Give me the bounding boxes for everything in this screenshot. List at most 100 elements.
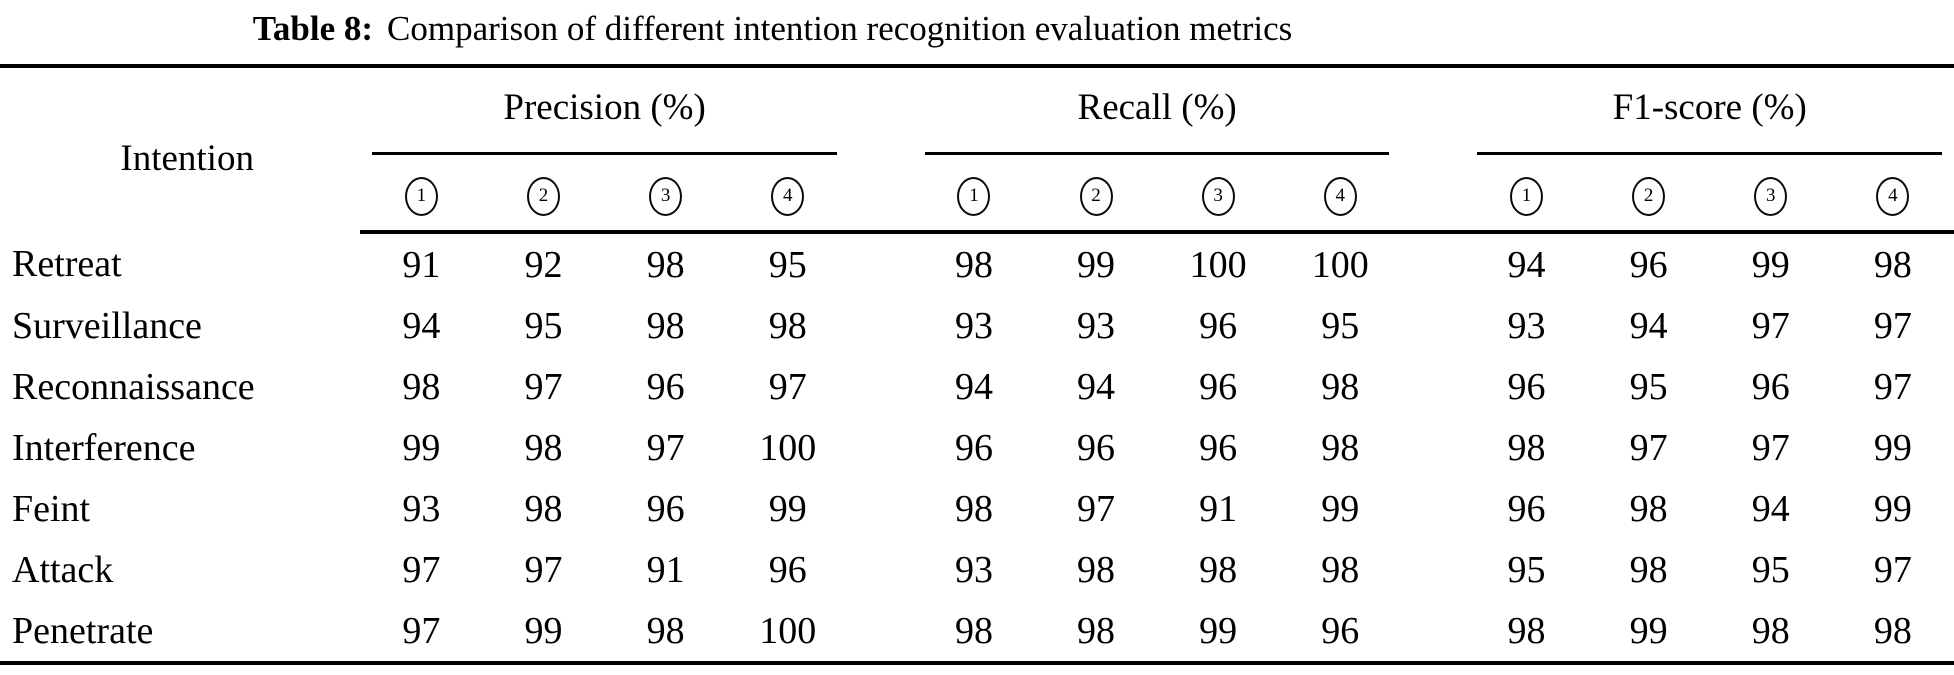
precision-rule (372, 151, 837, 155)
row-label: Retreat (12, 242, 122, 285)
column-gap (1401, 478, 1465, 539)
cell-precision-4: 100 (759, 426, 817, 469)
cell-recall-3: 98 (1199, 548, 1238, 591)
cell-precision-3: 91 (646, 548, 685, 591)
circled-1-icon: 1 (404, 177, 438, 216)
column-gap (849, 539, 913, 600)
cell-precision-3: 98 (646, 243, 685, 286)
table-row-penetrate: Penetrate 97 99 98 100 98 98 99 96 98 99… (0, 600, 1954, 663)
row-label: Feint (12, 487, 91, 530)
cell-precision-4: 99 (768, 487, 807, 530)
cell-recall-3: 100 (1189, 243, 1247, 286)
cell-precision-2: 95 (524, 304, 563, 347)
cell-recall-2: 98 (1077, 548, 1116, 591)
row-label: Penetrate (12, 609, 154, 652)
group-header-row: Intention Precision (%) Recall (%) F1-sc… (0, 66, 1954, 179)
circled-2-icon: 2 (527, 177, 560, 216)
cell-f1-3: 97 (1751, 304, 1790, 347)
cell-recall-4: 98 (1321, 548, 1360, 591)
cell-f1-3: 96 (1751, 365, 1790, 408)
cell-f1-1: 98 (1507, 609, 1546, 652)
cell-f1-4: 97 (1873, 304, 1912, 347)
cell-recall-1: 96 (954, 426, 993, 469)
table-caption: Table 8: Comparison of different intentio… (0, 4, 1545, 53)
cell-precision-4: 100 (759, 609, 817, 652)
cell-precision-4: 97 (768, 365, 807, 408)
cell-recall-3: 99 (1199, 609, 1238, 652)
cell-f1-1: 98 (1507, 426, 1546, 469)
cell-f1-2: 98 (1629, 487, 1668, 530)
cell-precision-3: 96 (646, 365, 685, 408)
table-row-retreat: Retreat 91 92 98 95 98 99 100 100 94 96 … (0, 232, 1954, 295)
cell-recall-2: 94 (1077, 365, 1116, 408)
cell-precision-1: 93 (402, 487, 441, 530)
cell-f1-1: 94 (1507, 243, 1546, 286)
cell-recall-2: 97 (1077, 487, 1116, 530)
cell-f1-3: 98 (1751, 609, 1790, 652)
cell-f1-1: 96 (1507, 365, 1546, 408)
circled-4-icon: 4 (1876, 177, 1910, 216)
table-row-reconnaissance: Reconnaissance 98 97 96 97 94 94 96 98 9… (0, 356, 1954, 417)
table-row-feint: Feint 93 98 96 99 98 97 91 99 96 98 94 9… (0, 478, 1954, 539)
cell-recall-2: 98 (1077, 609, 1116, 652)
cell-recall-4: 98 (1321, 365, 1360, 408)
circled-1-icon: 1 (957, 177, 991, 216)
circled-3-icon: 3 (649, 177, 683, 216)
column-gap (1401, 600, 1465, 663)
cell-recall-1: 93 (954, 548, 993, 591)
circled-2-icon: 2 (1632, 177, 1666, 216)
cell-precision-2: 97 (524, 548, 563, 591)
row-label: Surveillance (12, 304, 202, 347)
cell-f1-1: 96 (1507, 487, 1546, 530)
cell-recall-1: 98 (954, 243, 993, 286)
table-row-attack: Attack 97 97 91 96 93 98 98 98 95 98 95 … (0, 539, 1954, 600)
table-caption-number: Table 8: (252, 9, 374, 48)
circled-3-icon: 3 (1201, 177, 1235, 216)
column-gap (849, 417, 913, 478)
group-header-f1: F1-score (%) (1612, 86, 1807, 128)
cell-f1-1: 95 (1507, 548, 1546, 591)
cell-f1-3: 95 (1751, 548, 1790, 591)
recall-rule (924, 151, 1390, 155)
cell-precision-2: 98 (524, 487, 563, 530)
group-header-precision: Precision (%) (503, 86, 706, 128)
cell-precision-1: 98 (402, 365, 441, 408)
cell-recall-2: 96 (1077, 426, 1116, 469)
circled-4-icon: 4 (771, 177, 805, 216)
column-gap (1401, 417, 1465, 478)
row-label: Attack (12, 548, 114, 591)
cell-recall-1: 93 (954, 304, 993, 347)
table-row-interference: Interference 99 98 97 100 96 96 96 98 98… (0, 417, 1954, 478)
circled-2-icon: 2 (1079, 177, 1113, 216)
cell-precision-4: 95 (768, 243, 807, 286)
cell-f1-2: 98 (1629, 548, 1668, 591)
cell-precision-4: 98 (768, 304, 807, 347)
cell-recall-4: 100 (1311, 243, 1369, 286)
cell-precision-3: 98 (646, 304, 685, 347)
cell-f1-4: 97 (1873, 548, 1912, 591)
cell-f1-2: 94 (1629, 304, 1668, 347)
cell-precision-1: 99 (402, 426, 441, 469)
cell-recall-3: 96 (1199, 426, 1238, 469)
cell-precision-4: 96 (768, 548, 807, 591)
cell-f1-1: 93 (1507, 304, 1546, 347)
column-gap (1401, 356, 1465, 417)
cell-precision-3: 98 (646, 609, 685, 652)
column-gap (1401, 539, 1465, 600)
cell-recall-2: 93 (1077, 304, 1116, 347)
column-gap (849, 295, 913, 356)
cell-recall-4: 98 (1321, 426, 1360, 469)
cell-recall-3: 96 (1199, 365, 1238, 408)
cell-recall-3: 96 (1199, 304, 1238, 347)
cell-precision-1: 94 (402, 304, 441, 347)
cell-recall-2: 99 (1077, 243, 1116, 286)
cell-precision-2: 92 (524, 243, 563, 286)
cell-precision-3: 96 (646, 487, 685, 530)
column-gap (1401, 66, 1465, 158)
cell-precision-1: 91 (402, 243, 441, 286)
cmidrule-row (0, 146, 1954, 158)
cell-f1-4: 97 (1873, 365, 1912, 408)
cell-recall-4: 95 (1321, 304, 1360, 347)
cell-f1-4: 98 (1873, 609, 1912, 652)
